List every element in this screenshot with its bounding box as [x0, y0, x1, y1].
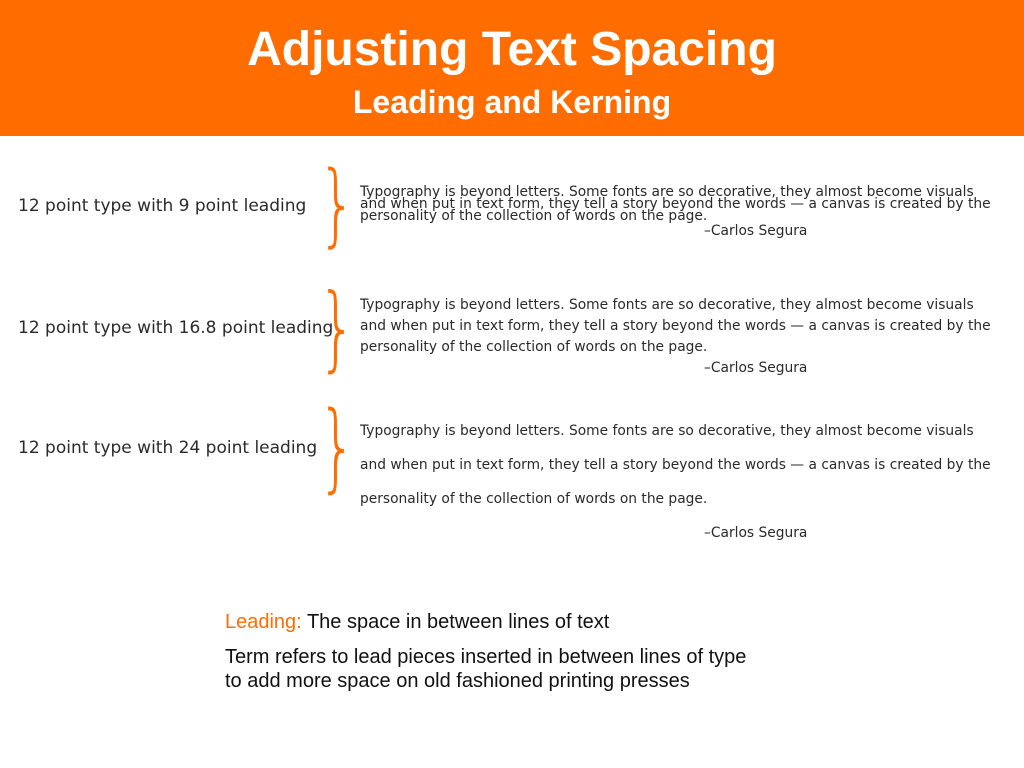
sample-paragraph-16-8pt: Typography is beyond letters. Some fonts…: [360, 295, 1020, 379]
sample-line: personality of the collection of words o…: [360, 491, 708, 507]
sample-line: and when put in text form, they tell a s…: [360, 457, 991, 473]
curly-brace-icon: }: [318, 152, 357, 258]
note-line: Term refers to lead pieces inserted in b…: [225, 646, 747, 668]
definition-text: The space in between lines of text: [306, 611, 610, 633]
leading-definition: Leading: The space in between lines of t…: [225, 609, 1005, 693]
sample-line: Typography is beyond letters. Some fonts…: [360, 184, 974, 200]
slide-subtitle: Leading and Kerning: [352, 84, 672, 120]
sample-line: Typography is beyond letters. Some fonts…: [360, 423, 974, 439]
sample-line: personality of the collection of words o…: [360, 208, 708, 224]
note-line: to add more space on old fashioned print…: [225, 670, 690, 692]
definition-line: Leading: The space in between lines of t…: [225, 609, 1005, 635]
title-banner: Adjusting Text Spacing Leading and Kerni…: [0, 0, 1024, 136]
sample-line: and when put in text form, they tell a s…: [360, 196, 991, 212]
sample-paragraph-24pt: Typography is beyond letters. Some fonts…: [360, 414, 1020, 550]
row-label-9pt: 12 point type with 9 point leading: [18, 196, 307, 216]
definition-term: Leading:: [225, 611, 302, 633]
slide-title: Adjusting Text Spacing: [247, 23, 777, 76]
sample-line: personality of the collection of words o…: [360, 339, 708, 355]
sample-paragraph-9pt: Typography is beyond letters. Some fonts…: [360, 184, 1020, 239]
row-label-16-8pt: 12 point type with 16.8 point leading: [18, 318, 334, 338]
quote-attribution: –Carlos Segura: [704, 360, 808, 376]
sample-line: and when put in text form, they tell a s…: [360, 318, 991, 334]
quote-attribution: –Carlos Segura: [704, 223, 808, 239]
sample-line: Typography is beyond letters. Some fonts…: [360, 297, 974, 313]
quote-attribution: –Carlos Segura: [704, 525, 808, 541]
curly-brace-icon: }: [318, 274, 357, 383]
curly-brace-icon: }: [318, 392, 357, 504]
definition-note: Term refers to lead pieces inserted in b…: [225, 645, 1005, 693]
row-label-24pt: 12 point type with 24 point leading: [18, 438, 318, 458]
